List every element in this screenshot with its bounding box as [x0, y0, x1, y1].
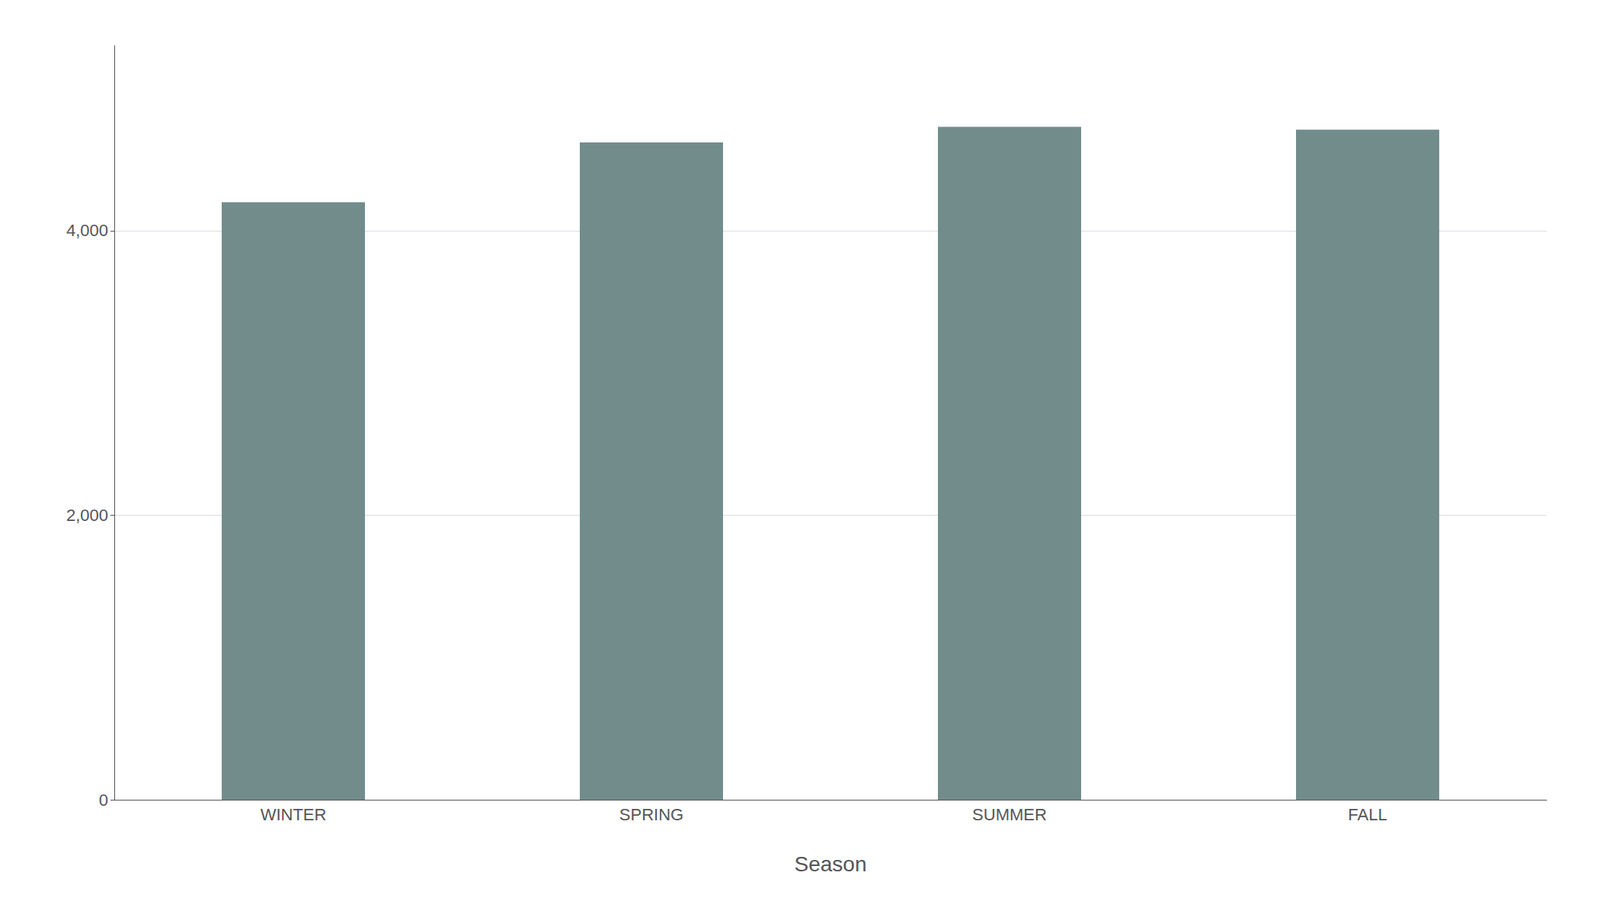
- svg-text:SPRING: SPRING: [619, 805, 684, 825]
- svg-text:0: 0: [99, 790, 109, 810]
- svg-text:2,000: 2,000: [66, 505, 109, 525]
- svg-text:SUMMER: SUMMER: [972, 805, 1047, 825]
- svg-text:WINTER: WINTER: [260, 805, 327, 825]
- svg-text:4,000: 4,000: [66, 220, 109, 240]
- svg-text:FALL: FALL: [1347, 805, 1387, 825]
- svg-text:Season: Season: [794, 852, 868, 877]
